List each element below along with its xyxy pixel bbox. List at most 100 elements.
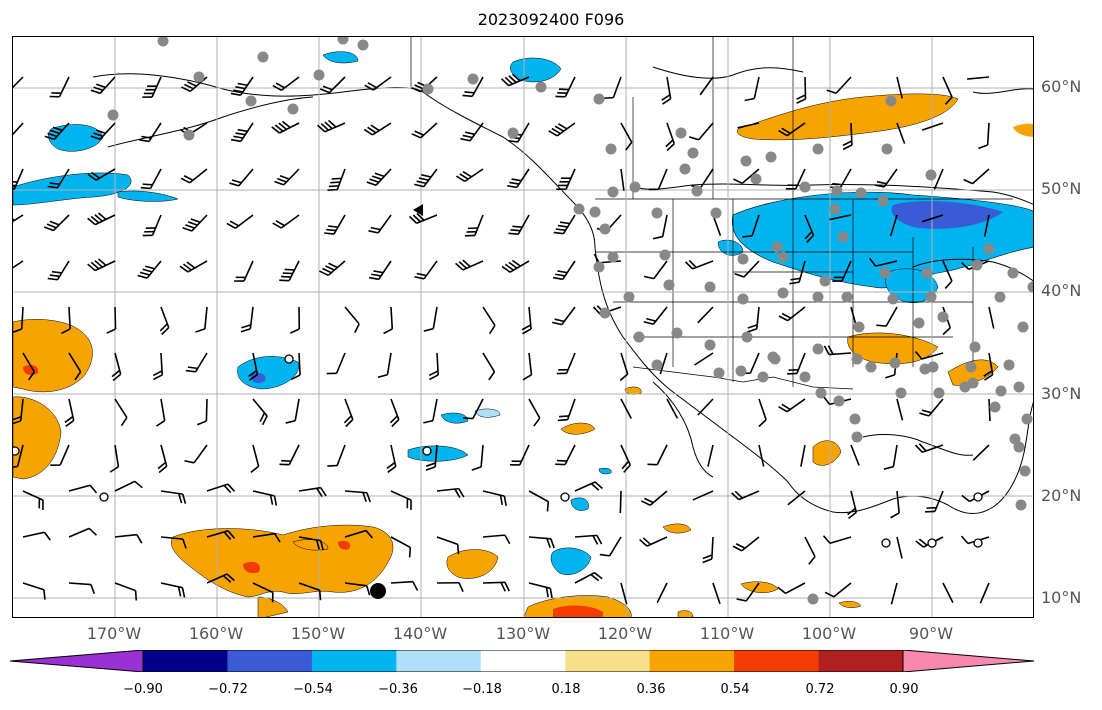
wind-barb: [787, 490, 806, 506]
wind-barb: [556, 352, 576, 375]
wind-barb: [43, 214, 70, 232]
wind-barb: [553, 214, 576, 235]
lat-label-30n: 30°N: [1041, 384, 1082, 403]
wind-barb: [114, 398, 128, 427]
colorbar-segment: [818, 650, 904, 672]
station-dot: [605, 143, 617, 155]
wind-barb: [921, 122, 944, 131]
wind-barb: [557, 398, 576, 422]
colorbar-tick-label: −0.36: [378, 682, 418, 697]
wind-barb: [777, 582, 806, 595]
station-dot: [671, 327, 683, 339]
wind-barb: [344, 490, 371, 503]
wind-barb: [114, 533, 143, 544]
lat-label-50n: 50°N: [1041, 179, 1082, 198]
station-dot: [971, 259, 983, 271]
wind-barb: [106, 306, 117, 334]
borders: [410, 37, 1013, 390]
wind-barb: [344, 582, 371, 596]
wind-barb: [983, 214, 990, 237]
station-dot: [851, 353, 863, 365]
wind-barb: [327, 168, 346, 192]
colorbar-tick-label: 0.36: [636, 682, 666, 697]
wind-barb: [983, 352, 994, 381]
station-dot: [1021, 413, 1033, 425]
station-dot: [777, 251, 789, 263]
wind-barb: [411, 122, 438, 139]
map-panel[interactable]: [12, 36, 1034, 618]
wind-barb: [747, 306, 760, 333]
wind-barb: [68, 527, 97, 538]
station-dot: [771, 241, 783, 253]
wind-barb: [271, 120, 300, 134]
wind-barb: [528, 536, 555, 549]
wind-barb: [620, 444, 631, 473]
wind-barb: [343, 398, 354, 428]
wind-barb: [87, 258, 116, 272]
wind-barb: [279, 444, 300, 466]
lon-label-130w: 130°W: [495, 624, 551, 643]
wind-barb: [140, 168, 162, 190]
wind-barb: [471, 444, 484, 471]
wind-barb: [988, 306, 995, 329]
station-dot: [607, 186, 619, 198]
station-dot: [881, 143, 893, 155]
lon-label-140w: 140°W: [392, 624, 448, 643]
station-dot: [865, 361, 877, 373]
wind-barb: [914, 350, 944, 360]
wind-barb: [778, 306, 806, 322]
station-dot: [651, 207, 663, 219]
wind-barb: [643, 306, 668, 326]
wind-barb: [731, 490, 760, 501]
station-dot: [287, 103, 299, 115]
wind-barb: [942, 582, 954, 603]
wind-barb: [824, 582, 852, 598]
lat-label-60n: 60°N: [1041, 77, 1082, 96]
station-dot: [967, 377, 979, 389]
station-dot: [925, 291, 937, 303]
wind-barb: [963, 168, 990, 185]
station-dot: [855, 187, 867, 199]
wind-barb: [64, 398, 75, 427]
station-dot: [1017, 321, 1029, 333]
wind-barb: [90, 76, 116, 95]
station-dot: [713, 367, 725, 379]
wind-barb: [508, 214, 530, 236]
wind-barb: [231, 122, 254, 143]
wind-barb: [272, 76, 300, 91]
station-dot: [679, 163, 691, 175]
wind-barb: [327, 444, 346, 467]
wind-barb: [666, 398, 679, 419]
wind-barb: [436, 581, 464, 593]
wind-barb: [159, 306, 170, 336]
wind-barb: [482, 306, 496, 335]
wind-barb: [482, 490, 507, 506]
station-dot: [1003, 359, 1015, 371]
wind-barb: [142, 76, 162, 98]
station-dot: [937, 311, 949, 323]
wind-barb: [462, 76, 484, 98]
wind-barb: [842, 122, 853, 151]
wind-barb: [804, 214, 815, 244]
station-dot: [829, 203, 841, 215]
wind-barb: [44, 122, 70, 141]
station-dot: [599, 307, 611, 319]
wind-barb: [712, 214, 722, 236]
wind-barb: [137, 260, 162, 279]
station-dot: [1007, 267, 1019, 279]
station-dot: [837, 231, 849, 243]
wind-barb: [826, 76, 852, 95]
wind-barb: [620, 122, 633, 151]
wind-barb: [804, 536, 816, 565]
station-dot: [1013, 381, 1025, 393]
station-dot: [819, 275, 831, 287]
wind-barb: [252, 532, 281, 543]
wind-barb: [230, 76, 254, 96]
wind-barb: [942, 260, 953, 289]
wind-barb: [428, 352, 440, 381]
station-dot: [1009, 433, 1021, 445]
wind-barb: [552, 260, 576, 281]
station-dot: [422, 83, 434, 95]
wind-barb: [13, 444, 24, 469]
wind-barb: [184, 444, 208, 464]
